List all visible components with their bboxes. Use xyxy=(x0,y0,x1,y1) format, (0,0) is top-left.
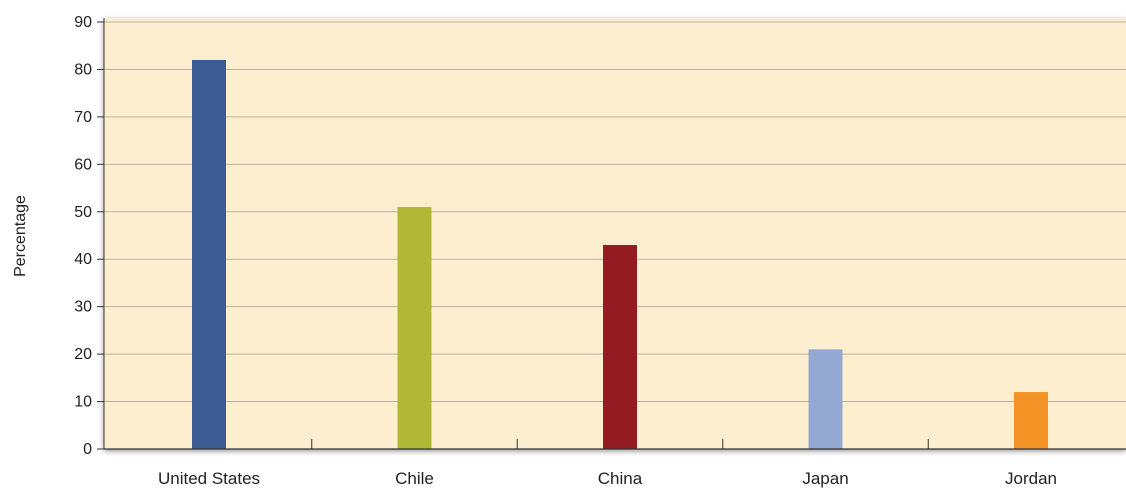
bar-chile xyxy=(397,207,432,449)
bar-united-states xyxy=(192,59,226,449)
bars xyxy=(192,59,1048,449)
y-tick-label: 20 xyxy=(74,346,92,363)
x-tick-label: Jordan xyxy=(1005,469,1057,488)
bar-jordan xyxy=(1014,392,1048,449)
x-tick-labels: United States Chile China Japan Jordan xyxy=(158,469,1057,488)
y-tick-label: 10 xyxy=(74,394,92,411)
x-tick-label: Japan xyxy=(802,469,848,488)
y-tick-label: 50 xyxy=(74,204,92,221)
x-tick-label: Chile xyxy=(395,469,434,488)
y-tick-label: 30 xyxy=(74,299,92,316)
y-tick-label: 0 xyxy=(83,441,92,458)
y-tick-label: 40 xyxy=(74,251,92,268)
bar-japan xyxy=(808,349,843,449)
y-tick-label: 70 xyxy=(74,109,92,126)
y-tick-labels: 0 10 20 30 40 50 60 70 80 90 xyxy=(74,14,92,458)
y-tick-label: 80 xyxy=(74,61,92,78)
axes xyxy=(97,18,1126,450)
y-tick-label: 60 xyxy=(74,156,92,173)
y-tick-label: 90 xyxy=(74,14,92,31)
x-tick-label: United States xyxy=(158,469,260,488)
bar-china xyxy=(603,244,637,449)
y-axis-title: Percentage xyxy=(12,195,29,277)
x-tick-label: China xyxy=(598,469,643,488)
